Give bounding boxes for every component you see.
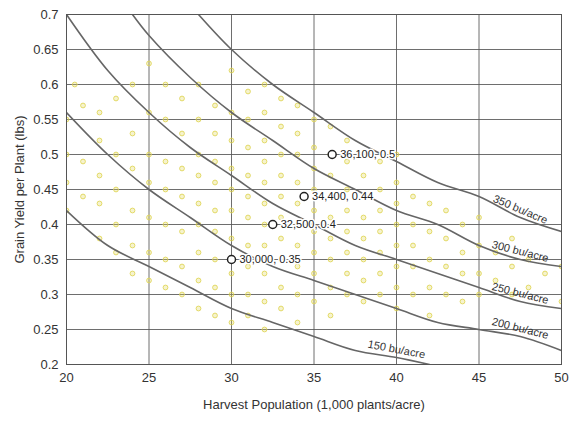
svg-text:250 bu/acre: 250 bu/acre	[491, 280, 550, 306]
svg-text:Harvest Population (1,000 plan: Harvest Population (1,000 plants/acre)	[203, 397, 425, 412]
svg-text:0.2: 0.2	[40, 357, 58, 372]
svg-text:30: 30	[224, 370, 238, 385]
svg-text:25: 25	[142, 370, 156, 385]
svg-text:0.25: 0.25	[33, 322, 58, 337]
svg-text:0.35: 0.35	[33, 252, 58, 267]
svg-text:36,100, 0.5: 36,100, 0.5	[340, 148, 395, 160]
svg-text:50: 50	[554, 370, 568, 385]
svg-text:40: 40	[389, 370, 403, 385]
svg-text:45: 45	[472, 370, 486, 385]
svg-text:0.55: 0.55	[33, 112, 58, 127]
svg-text:0.7: 0.7	[40, 7, 58, 22]
svg-text:20: 20	[59, 370, 73, 385]
svg-text:Grain Yield per Plant (lbs): Grain Yield per Plant (lbs)	[12, 115, 27, 263]
svg-text:0.65: 0.65	[33, 42, 58, 57]
svg-text:32,500, 0.4: 32,500, 0.4	[281, 218, 336, 230]
svg-text:30,000, 0.35: 30,000, 0.35	[240, 253, 301, 265]
svg-text:0.5: 0.5	[40, 147, 58, 162]
svg-text:200 bu/acre: 200 bu/acre	[491, 315, 550, 341]
svg-text:350 bu/acre: 350 bu/acre	[491, 192, 549, 226]
svg-text:0.45: 0.45	[33, 182, 58, 197]
svg-text:0.4: 0.4	[40, 217, 58, 232]
svg-text:34,400, 0.44: 34,400, 0.44	[312, 190, 373, 202]
svg-text:0.3: 0.3	[40, 287, 58, 302]
svg-text:35: 35	[307, 370, 321, 385]
svg-text:0.6: 0.6	[40, 77, 58, 92]
svg-text:300 bu/acre: 300 bu/acre	[491, 238, 550, 264]
svg-text:150 bu/acre: 150 bu/acre	[367, 338, 426, 361]
